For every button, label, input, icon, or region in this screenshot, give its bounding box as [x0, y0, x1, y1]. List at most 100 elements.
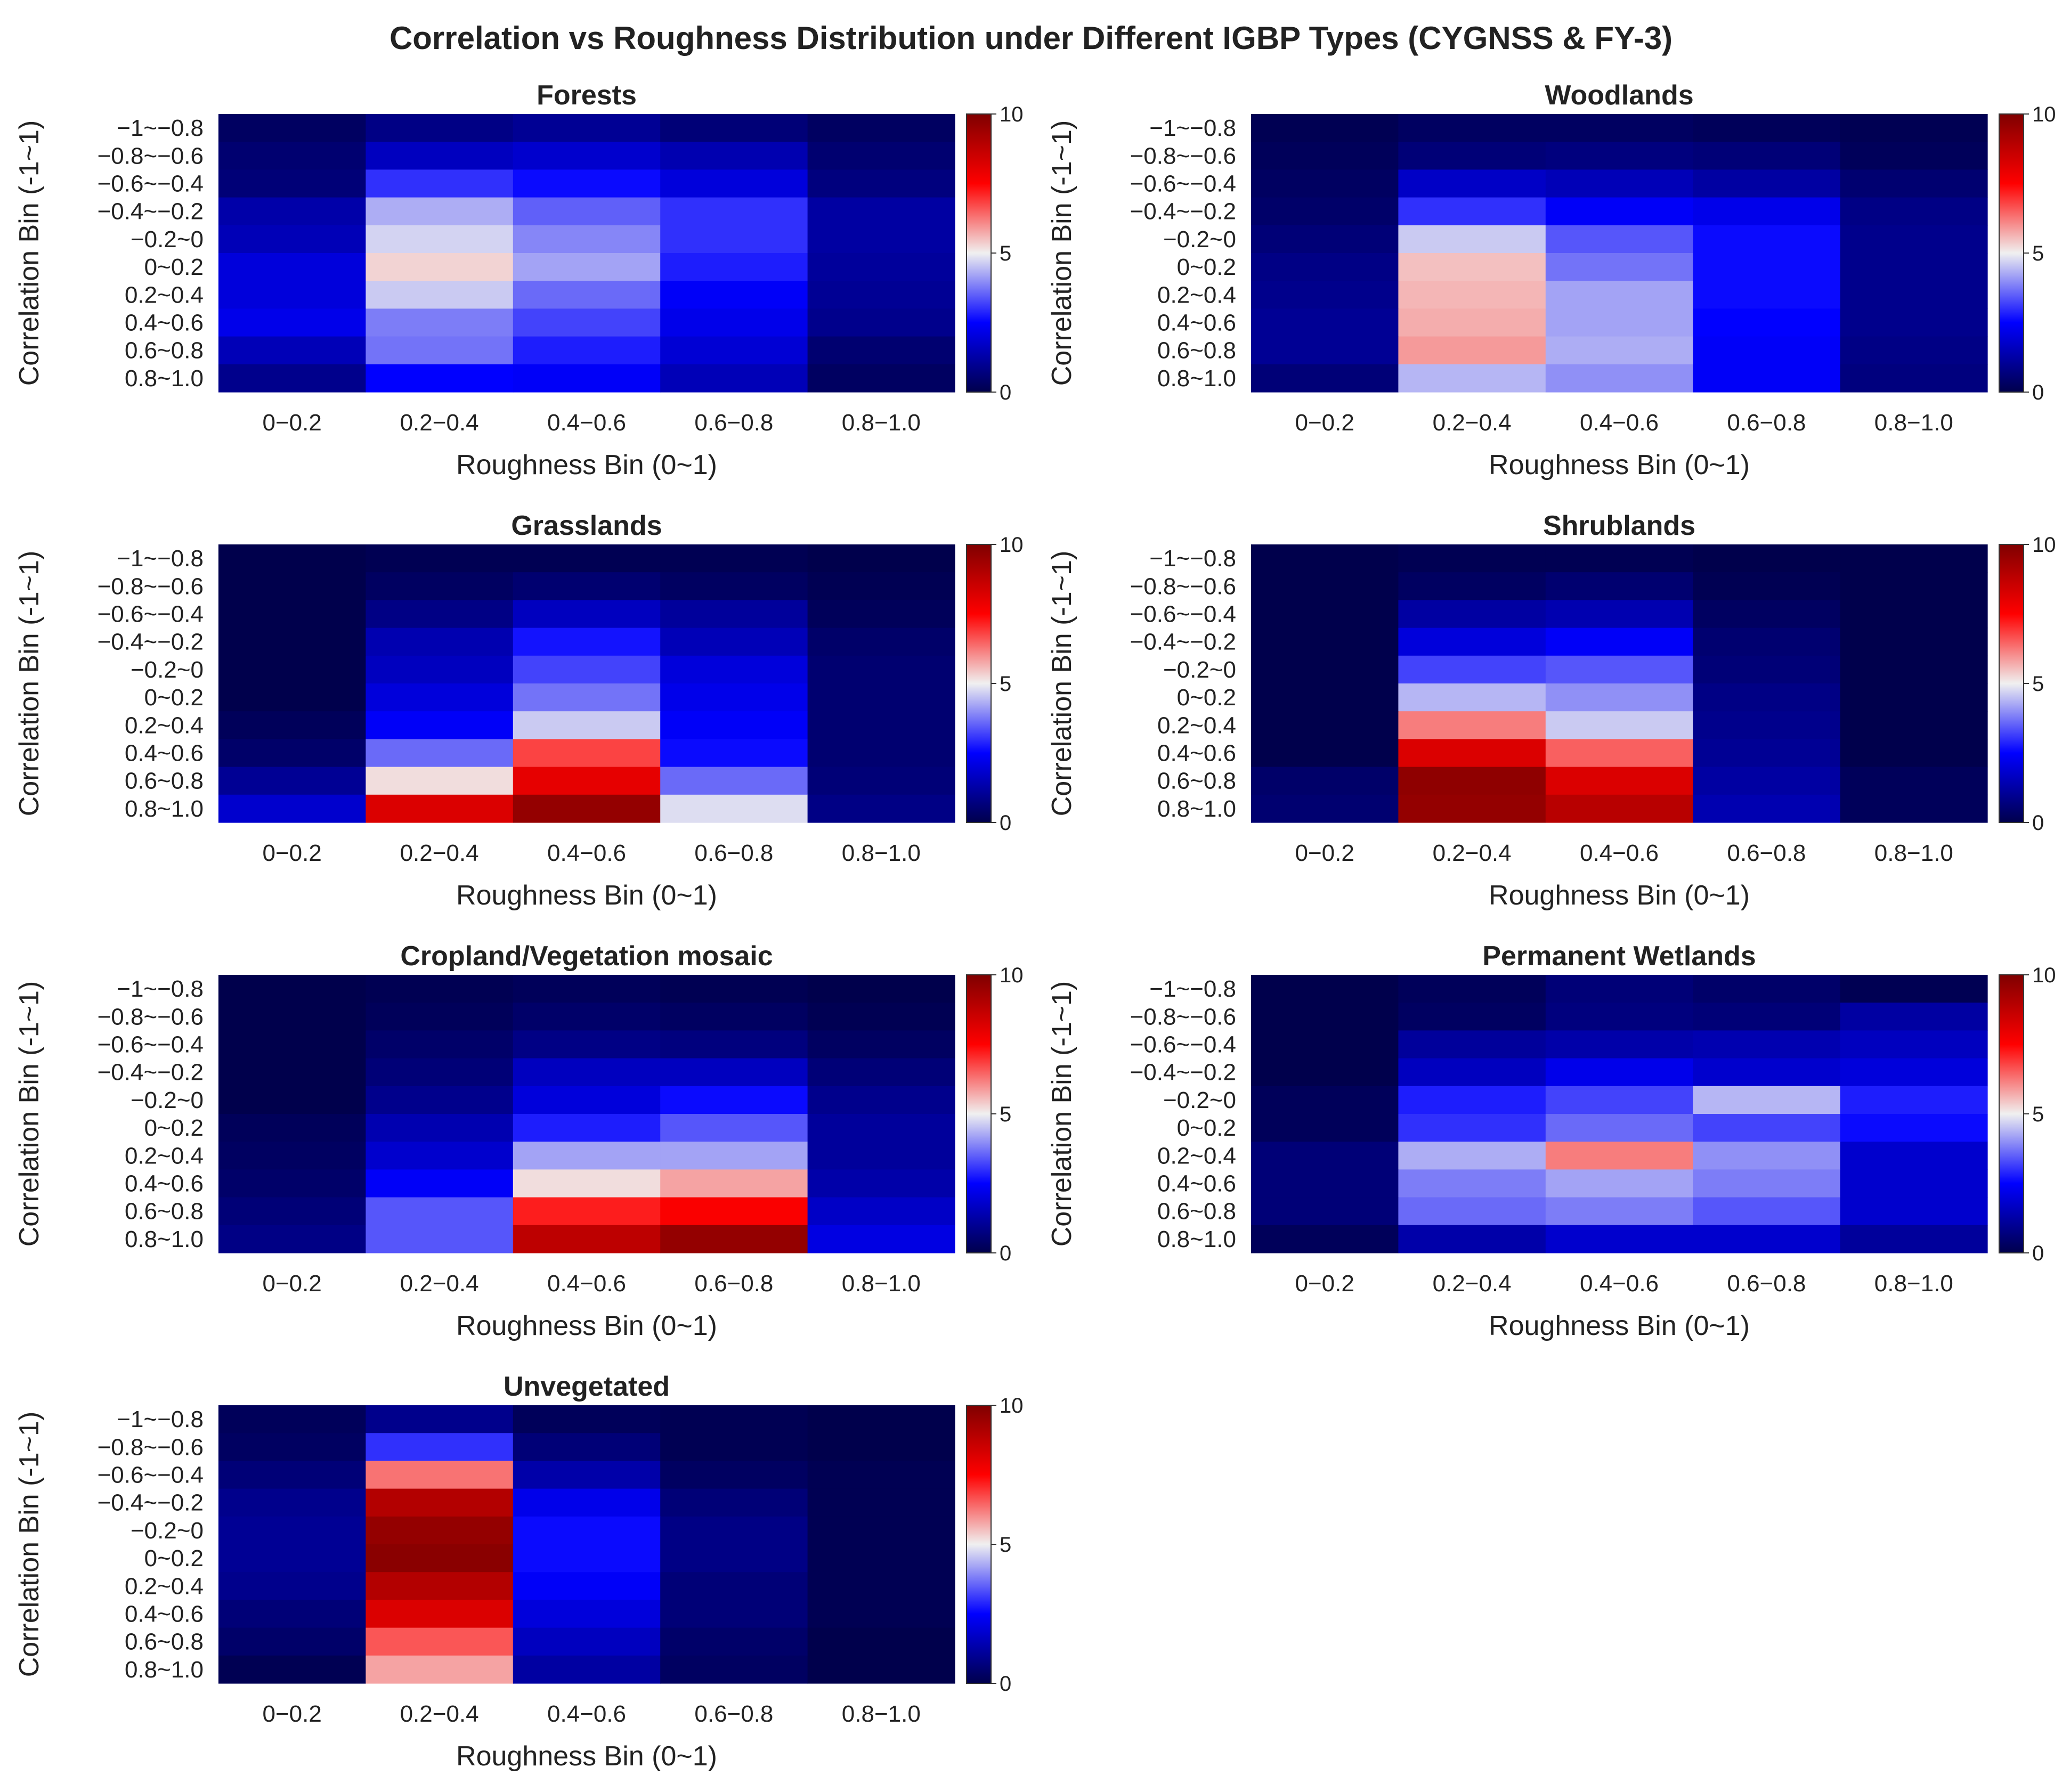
heatmap-cell	[218, 544, 366, 573]
heatmap-cell	[1398, 142, 1546, 170]
heatmap-cell	[218, 1142, 366, 1170]
heatmap-cell	[1398, 114, 1546, 142]
heatmap-cell	[513, 308, 661, 337]
y-tick-label: −0.2~0	[131, 226, 204, 252]
y-tick-label: 0.6~0.8	[125, 338, 204, 364]
heatmap-cell	[1693, 655, 1841, 684]
heatmap-cell	[1693, 308, 1841, 337]
y-tick-label: −1~−0.8	[1149, 976, 1236, 1002]
heatmap-cell	[1251, 1225, 1399, 1253]
panel-permanent-wetlands: Permanent Wetlands −1~−0.8−0.8~−0.6−0.6~−…	[1046, 941, 2056, 1341]
heatmap-cell	[1545, 1058, 1693, 1087]
heatmap-cell	[366, 975, 514, 1003]
heatmap-cell	[1840, 336, 1988, 365]
panel-title: Grasslands	[511, 510, 662, 541]
heatmap-cell	[1693, 197, 1841, 226]
y-axis-label: Correlation Bin (-1~1)	[14, 551, 45, 817]
y-tick-label: 0.8~1.0	[1157, 1226, 1236, 1252]
heatmap-cell	[807, 1516, 955, 1545]
y-tick-label: 0.6~0.8	[1157, 338, 1236, 364]
heatmap-cell	[218, 1544, 366, 1573]
heatmap-cell	[513, 1488, 661, 1517]
heatmap-cell	[513, 364, 661, 393]
heatmap-cell	[807, 1003, 955, 1031]
colorbar	[966, 113, 992, 393]
heatmap-cell	[1398, 253, 1546, 281]
heatmap-cell	[1398, 600, 1546, 629]
heatmap-cell	[366, 197, 514, 226]
heatmap-cell	[1251, 253, 1399, 281]
heatmap-cell	[366, 1114, 514, 1142]
heatmap-cell	[218, 142, 366, 170]
x-tick-label: 0−0.2	[263, 1701, 322, 1727]
x-tick-label: 0.8−1.0	[1874, 410, 1953, 436]
panel-title: Permanent Wetlands	[1482, 941, 1756, 972]
heatmap-cell	[366, 572, 514, 600]
heatmap-cell	[366, 1488, 514, 1517]
heatmap-cell	[218, 336, 366, 365]
heatmap-cell	[1398, 1086, 1546, 1114]
colorbar-tick-label: 10	[2032, 103, 2056, 126]
y-tick-label: −0.6~−0.4	[98, 1462, 204, 1488]
heatmap-cell	[218, 308, 366, 337]
heatmap-cell	[1398, 197, 1546, 226]
x-tick-label: 0−0.2	[263, 840, 322, 866]
heatmap-cell	[807, 253, 955, 281]
heatmap-cell	[807, 1114, 955, 1142]
y-tick-label: −0.8~−0.6	[98, 1004, 204, 1030]
heatmap-cell	[513, 1169, 661, 1198]
x-tick-label: 0.8−1.0	[842, 410, 921, 436]
heatmap-cell	[660, 1086, 808, 1114]
heatmap-cell	[513, 1003, 661, 1031]
heatmap-cell	[218, 1461, 366, 1489]
heatmap-cell	[513, 544, 661, 573]
heatmap-cell	[1840, 253, 1988, 281]
heatmap-cell	[1251, 364, 1399, 393]
heatmap-cell	[1840, 1197, 1988, 1226]
y-tick-label: −0.8~−0.6	[1130, 1004, 1236, 1030]
x-tick-label: 0.6−0.8	[1727, 1270, 1806, 1297]
heatmap-cell	[660, 711, 808, 739]
x-axis-label: Roughness Bin (0~1)	[456, 880, 717, 911]
colorbar-tick-label: 0	[1000, 811, 1011, 835]
heatmap-cell	[1693, 225, 1841, 254]
heatmap-cell	[1398, 794, 1546, 823]
heatmap-cell	[1693, 767, 1841, 795]
heatmap-cell	[1251, 655, 1399, 684]
heatmap-cell	[1840, 794, 1988, 823]
y-tick-label: 0.4~0.6	[125, 1171, 204, 1197]
colorbar	[1999, 974, 2024, 1253]
heatmap-cell	[1693, 794, 1841, 823]
heatmap-cell	[366, 544, 514, 573]
heatmap-cell	[1398, 628, 1546, 656]
heatmap-cell	[660, 1488, 808, 1517]
x-axis-label: Roughness Bin (0~1)	[456, 1310, 717, 1341]
y-tick-label: 0.6~0.8	[125, 768, 204, 794]
heatmap-cell	[218, 683, 366, 712]
heatmap-cell	[513, 600, 661, 629]
heatmap-cell	[1545, 600, 1693, 629]
heatmap-cell	[1398, 1197, 1546, 1226]
heatmap-cell	[1545, 1003, 1693, 1031]
y-tick-label: 0.6~0.8	[125, 1199, 204, 1225]
heatmap-cell	[218, 364, 366, 393]
heatmap-cell	[513, 1225, 661, 1253]
heatmap-cell	[366, 1572, 514, 1600]
heatmap-cell	[1398, 281, 1546, 309]
x-tick-label: 0−0.2	[263, 1270, 322, 1297]
heatmap-cell	[1545, 1142, 1693, 1170]
heatmap-cell	[1840, 683, 1988, 712]
heatmap-cell	[1545, 975, 1693, 1003]
heatmap-cell	[807, 767, 955, 795]
heatmap-cell	[1545, 1086, 1693, 1114]
heatmap-cell	[1693, 364, 1841, 393]
heatmap-cell	[1545, 1030, 1693, 1059]
panel-title: Unvegetated	[504, 1371, 670, 1402]
heatmap-cell	[513, 1655, 661, 1684]
heatmap-cell	[1545, 114, 1693, 142]
colorbar-tick-label: 10	[1000, 1394, 1024, 1418]
heatmap-cell	[513, 1030, 661, 1059]
heatmap-cell	[660, 225, 808, 254]
heatmap-cell	[660, 1003, 808, 1031]
colorbar-tick-label: 5	[2032, 1103, 2044, 1126]
